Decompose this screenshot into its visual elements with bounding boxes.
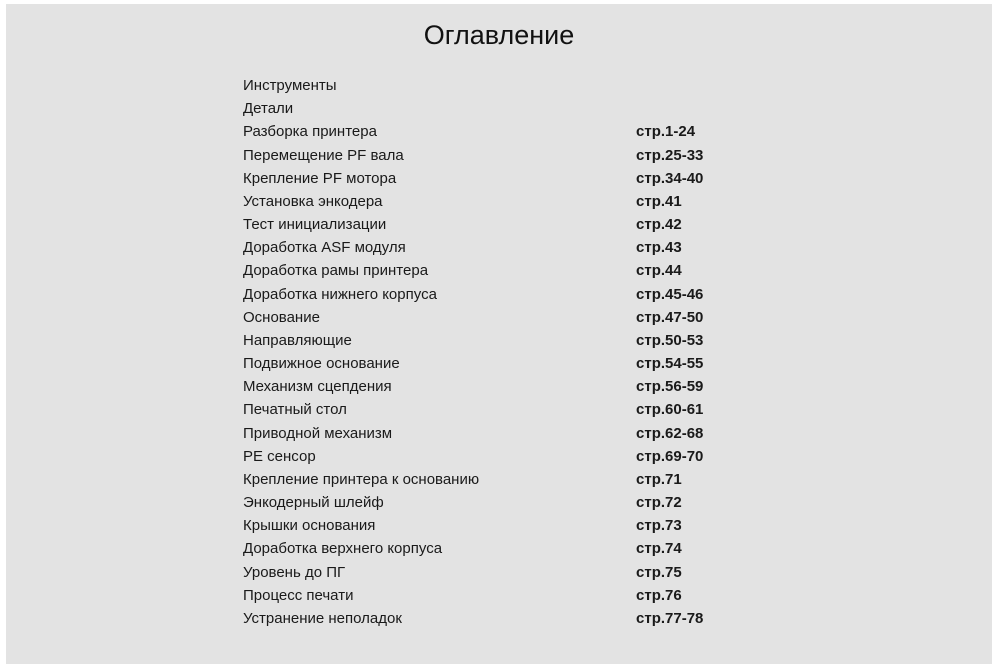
toc-entry-label: Энкодерный шлейф	[243, 494, 384, 512]
toc-entry: Крышки основания стр.73	[243, 517, 763, 539]
toc-entry-pages: стр.62-68	[636, 424, 704, 442]
toc-entry: Устранение неполадок стр.77-78	[243, 610, 763, 632]
toc-entry-pages: стр.74	[636, 540, 682, 558]
toc-entry: Установка энкодера стр.41	[243, 193, 763, 215]
toc-entry-pages: стр.34-40	[636, 169, 704, 187]
toc-entry-pages: стр.45-46	[636, 285, 704, 303]
toc-entry-pages: стр.47-50	[636, 308, 704, 326]
toc-entry: Направляющие стр.50-53	[243, 332, 763, 354]
toc-entry-label: Доработка верхнего корпуса	[243, 540, 443, 558]
toc-entry-label: Крышки основания	[243, 517, 376, 535]
toc-entry: Доработка верхнего корпуса стр.74	[243, 540, 763, 562]
toc-entry-label: Доработка рамы принтера	[243, 262, 429, 280]
toc-entry-pages: стр.41	[636, 192, 682, 210]
toc-entry-label: Уровень до ПГ	[243, 563, 346, 581]
toc-entry-label: Крепление PF мотора	[243, 169, 397, 187]
toc-entry: Печатный стол стр.60-61	[243, 401, 763, 423]
document-page: Оглавление Инструменты Детали Разборка при…	[6, 4, 992, 664]
toc-entry-label: Установка энкодера	[243, 192, 383, 210]
toc-entry-pages: стр.1-24	[636, 123, 696, 141]
toc-entry-label: Инструменты	[243, 77, 337, 94]
toc-entry-label: Направляющие	[243, 331, 352, 349]
toc-entry: PE сенсор стр.69-70	[243, 448, 763, 470]
toc-entry-pages: стр.25-33	[636, 146, 704, 164]
toc-entry-label: Крепление принтера к основанию	[243, 470, 480, 488]
toc-entry: Основание стр.47-50	[243, 309, 763, 331]
toc-entry-label: Приводной механизм	[243, 424, 393, 442]
toc-entry-label: Подвижное основание	[243, 355, 400, 373]
toc-entry-label: Печатный стол	[243, 401, 347, 419]
toc-entry: Механизм сцепдения стр.56-59	[243, 378, 763, 400]
toc-entry: Перемещение PF вала стр.25-33	[243, 147, 763, 169]
toc-entry-pages: стр.44	[636, 262, 682, 280]
toc-entry: Энкодерный шлейф стр.72	[243, 494, 763, 516]
toc-entry-label: Разборка принтера	[243, 123, 377, 141]
toc-entry-pages: стр.77-78	[636, 609, 704, 627]
toc-entry-label: Основание	[243, 308, 320, 326]
toc-entry-label: Процесс печати	[243, 586, 354, 604]
toc-entry: Тест инициализации стр.42	[243, 216, 763, 238]
toc-entry-pages: стр.50-53	[636, 331, 704, 349]
toc-entry-label: Механизм сцепдения	[243, 378, 392, 396]
toc-entry-label: Устранение неполадок	[243, 609, 402, 627]
toc-entry-pages: стр.73	[636, 517, 682, 535]
toc-entry: Детали	[243, 100, 763, 122]
toc-entry-pages: стр.76	[636, 586, 682, 604]
toc-entry: Доработка нижнего корпуса стр.45-46	[243, 286, 763, 308]
toc-entry-pages: стр.60-61	[636, 401, 704, 419]
page-title: Оглавление	[423, 20, 575, 50]
toc-entry: Инструменты	[243, 77, 763, 99]
toc-entry-label: Тест инициализации	[243, 216, 387, 234]
toc-entry: Разборка принтера стр.1-24	[243, 123, 763, 145]
toc-entry-label: Детали	[243, 100, 294, 118]
toc-entry: Доработка рамы принтера стр.44	[243, 262, 763, 284]
toc-entry-label: Доработка ASF модуля	[243, 239, 406, 257]
toc-entry-pages: стр.42	[636, 216, 682, 234]
toc-entry-pages: стр.56-59	[636, 378, 704, 396]
toc-entry: Крепление PF мотора стр.34-40	[243, 170, 763, 192]
toc-entry: Доработка ASF модуля стр.43	[243, 239, 763, 261]
toc-entry-pages: стр.71	[636, 470, 682, 488]
toc-entry-pages: стр.75	[636, 563, 682, 581]
toc-entry-pages: стр.43	[636, 239, 682, 257]
toc-entry: Процесс печати стр.76	[243, 587, 763, 609]
toc-entry-label: PE сенсор	[243, 447, 316, 465]
toc-entry-pages: стр.69-70	[636, 447, 704, 465]
toc-entry: Приводной механизм стр.62-68	[243, 425, 763, 447]
toc-entry-pages: стр.54-55	[636, 355, 704, 373]
toc-entry-label: Доработка нижнего корпуса	[243, 285, 437, 303]
toc-entry: Уровень до ПГ стр.75	[243, 564, 763, 586]
toc-entry-label: Перемещение PF вала	[243, 146, 404, 164]
toc-entry: Крепление принтера к основанию стр.71	[243, 471, 763, 493]
toc-entry-pages: стр.72	[636, 494, 682, 512]
toc-entry: Подвижное основание стр.54-55	[243, 355, 763, 377]
